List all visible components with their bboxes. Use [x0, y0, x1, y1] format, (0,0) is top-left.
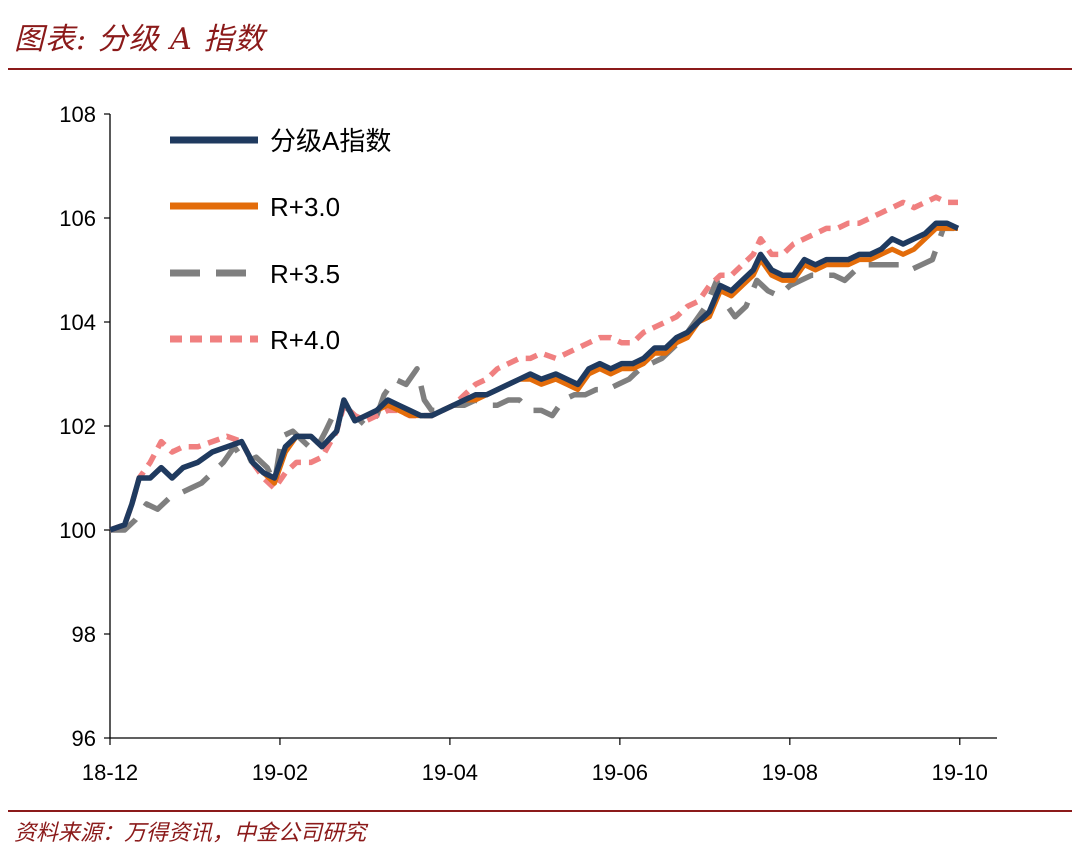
legend-label: R+4.0 [270, 325, 340, 355]
legend-label: R+3.0 [270, 192, 340, 222]
y-tick-label: 108 [59, 102, 96, 127]
series-line [109, 194, 958, 533]
top-rule [8, 68, 1072, 70]
x-tick-label: 19-10 [932, 760, 988, 785]
y-tick-label: 98 [72, 622, 96, 647]
x-tick-label: 19-06 [592, 760, 648, 785]
y-tick-label: 104 [59, 310, 96, 335]
series-line [110, 225, 955, 533]
legend-label: 分级A指数 [270, 126, 391, 156]
y-tick-label: 96 [72, 726, 96, 751]
x-tick-label: 19-02 [252, 760, 308, 785]
y-tick-label: 106 [59, 206, 96, 231]
x-tick-label: 18-12 [82, 760, 138, 785]
x-tick-label: 19-04 [422, 760, 478, 785]
x-tick-label: 19-08 [762, 760, 818, 785]
tick-labels: 96 98 100 102 104 106 108 18-12 19-02 19-04 19-06 1… [59, 102, 988, 785]
legend: 分级A指数 R+3.0 R+3.5 R+4.0 [170, 126, 391, 355]
source-note: 资料来源：万得资讯，中金公司研究 [14, 821, 367, 846]
series-line [109, 220, 960, 533]
legend-label: R+3.5 [270, 259, 340, 289]
series-lines [109, 194, 960, 533]
axes [104, 113, 997, 745]
bottom-rule [8, 810, 1072, 812]
y-tick-label: 102 [59, 414, 96, 439]
chart-title: 图表: 分级 A 指数 [14, 22, 266, 57]
y-tick-label: 100 [59, 518, 96, 543]
